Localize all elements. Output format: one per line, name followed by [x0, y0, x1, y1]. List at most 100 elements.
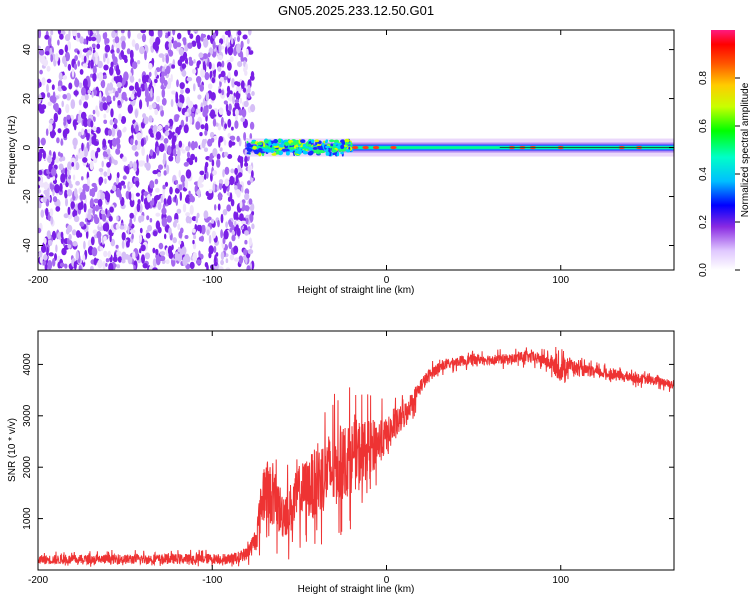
- spectrogram-noise-cell: [165, 259, 170, 265]
- spectrogram-noise-cell: [131, 39, 136, 47]
- spectrogram-noise-cell: [47, 156, 53, 163]
- spectrogram-noise-cell: [178, 124, 182, 131]
- spectrogram-noise-cell: [189, 261, 195, 270]
- spectrogram-noise-cell: [172, 30, 176, 36]
- spectrogram-noise-cell: [122, 175, 127, 180]
- spectrogram-noise-cell: [222, 237, 226, 245]
- spectrogram-noise-cell: [225, 258, 229, 264]
- spectrogram-noise-cell: [237, 30, 242, 36]
- spectrogram-noise-cell: [137, 60, 141, 65]
- spectrogram-band-cell: [246, 148, 253, 152]
- spectrogram-noise-cell: [198, 52, 204, 58]
- spectrogram-noise-cell: [61, 100, 64, 108]
- snr-y-label: SNR (10 * v/v): [7, 418, 18, 482]
- spectrogram-noise-cell: [152, 151, 157, 159]
- spectrogram-noise-cell: [192, 252, 198, 262]
- spectrogram-noise-cell: [116, 81, 123, 88]
- spectrogram-noise-cell: [52, 151, 56, 161]
- spectrogram-noise-cell: [38, 151, 43, 160]
- spectrogram-noise-cell: [112, 137, 117, 147]
- spectrogram-noise-cell: [214, 204, 217, 211]
- spectrogram-noise-cell: [151, 57, 155, 66]
- spectrogram-noise-cell: [239, 97, 242, 104]
- spectrogram-band-cell: [273, 139, 278, 144]
- spectrogram-noise-cell: [121, 80, 125, 87]
- spectrogram-noise-cell: [225, 267, 231, 270]
- spectrogram-noise-cell: [248, 237, 253, 247]
- spectrogram-noise-cell: [62, 75, 68, 80]
- spectrogram-noise-cell: [242, 255, 247, 261]
- spectrogram-band-cell: [292, 141, 297, 146]
- spectrogram-noise-cell: [223, 139, 227, 146]
- spectrogram-noise-cell: [179, 82, 185, 90]
- spectrogram-noise-cell: [105, 208, 108, 215]
- spectrogram-noise-cell: [148, 30, 153, 36]
- spectrogram-noise-cell: [106, 95, 112, 103]
- spectrogram-noise-cell: [67, 40, 72, 51]
- spectrogram-y-label: Frequency (Hz): [7, 116, 18, 185]
- spectrogram-noise-cell: [240, 160, 244, 169]
- spectrogram-noise-cell: [121, 231, 126, 241]
- spectrogram-band-cell: [271, 153, 277, 156]
- spectrogram-band-cell: [268, 147, 272, 150]
- spectrogram-noise-cell: [135, 180, 140, 187]
- spectrogram-noise-cell: [61, 247, 67, 256]
- spectrogram-noise-cell: [208, 189, 213, 194]
- spectrogram-noise-cell: [103, 64, 109, 71]
- spectrogram-noise-cell: [116, 215, 119, 221]
- spectrogram-noise-cell: [91, 91, 94, 98]
- spectrogram-noise-cell: [161, 217, 167, 228]
- spectrogram-noise-cell: [154, 194, 161, 201]
- spectrogram-noise-cell: [247, 180, 251, 186]
- snr-x-ticks: -200 -100 0 100: [28, 331, 570, 586]
- spectrogram-noise-cell: [157, 172, 162, 177]
- spectrogram-noise-cell: [189, 33, 194, 39]
- spectrogram-noise-cell: [106, 84, 112, 91]
- spectrogram-noise-cell: [201, 138, 206, 149]
- spectrogram-noise-cell: [132, 251, 136, 260]
- spectrogram-noise-cell: [71, 30, 78, 37]
- spectrogram-noise-cell: [214, 108, 218, 114]
- spectrogram-noise-cell: [220, 259, 225, 266]
- spectrogram-noise-cell: [93, 214, 98, 220]
- spectrogram-noise-cell: [102, 260, 106, 270]
- spectrogram-noise-cell: [194, 66, 198, 76]
- spectrogram-noise-cell: [60, 138, 63, 146]
- spectrogram-noise-cell: [151, 102, 157, 109]
- spectrogram-noise-cell: [195, 216, 199, 224]
- spectrogram-noise-cell: [236, 81, 241, 87]
- spectrogram-noise-cell: [156, 95, 161, 103]
- spectrogram-noise-cell: [224, 166, 230, 175]
- spectrogram-noise-cell: [234, 69, 238, 77]
- spectrogram-noise-cell: [104, 44, 111, 53]
- spectrogram-noise-cell: [73, 90, 79, 96]
- spectrogram-noise-cell: [247, 92, 251, 99]
- spectrogram-noise-cell: [49, 183, 53, 190]
- spectrogram-noise-cell: [109, 206, 114, 213]
- spectrogram-noise-cell: [40, 137, 46, 146]
- spectrogram-noise-cell: [174, 219, 179, 224]
- spectrogram-band-cell: [334, 139, 340, 144]
- spectrogram-noise-cell: [162, 55, 165, 63]
- spectrogram-noise-cell: [140, 30, 146, 34]
- spectrogram-noise-cell: [225, 221, 229, 228]
- spectrogram-noise-cell: [81, 176, 84, 181]
- spectrogram-noise-cell: [115, 188, 121, 198]
- spectrogram-noise-cell: [103, 235, 107, 242]
- spectrogram-noise-cell: [139, 99, 143, 110]
- spectrogram-noise-cell: [51, 230, 57, 241]
- spectrogram-noise-cell: [42, 59, 49, 67]
- spectrogram-band-cell: [289, 146, 296, 150]
- spectrogram-noise-cell: [244, 239, 248, 245]
- spectrogram-noise-cell: [57, 151, 61, 157]
- spectrogram-noise-cell: [208, 61, 212, 70]
- spectrogram-noise-cell: [75, 251, 80, 261]
- spectrogram-noise-cell: [218, 88, 222, 94]
- spectrogram-noise-cell: [44, 190, 50, 198]
- spectrogram-noise-cell: [67, 206, 71, 216]
- spectrogram-noise-cell: [215, 252, 219, 257]
- spectrogram-noise-cell: [132, 161, 137, 171]
- spectrogram-band-cell: [257, 142, 263, 146]
- spectrogram-band-cell: [304, 147, 307, 151]
- spectrogram-noise-cell: [74, 78, 80, 88]
